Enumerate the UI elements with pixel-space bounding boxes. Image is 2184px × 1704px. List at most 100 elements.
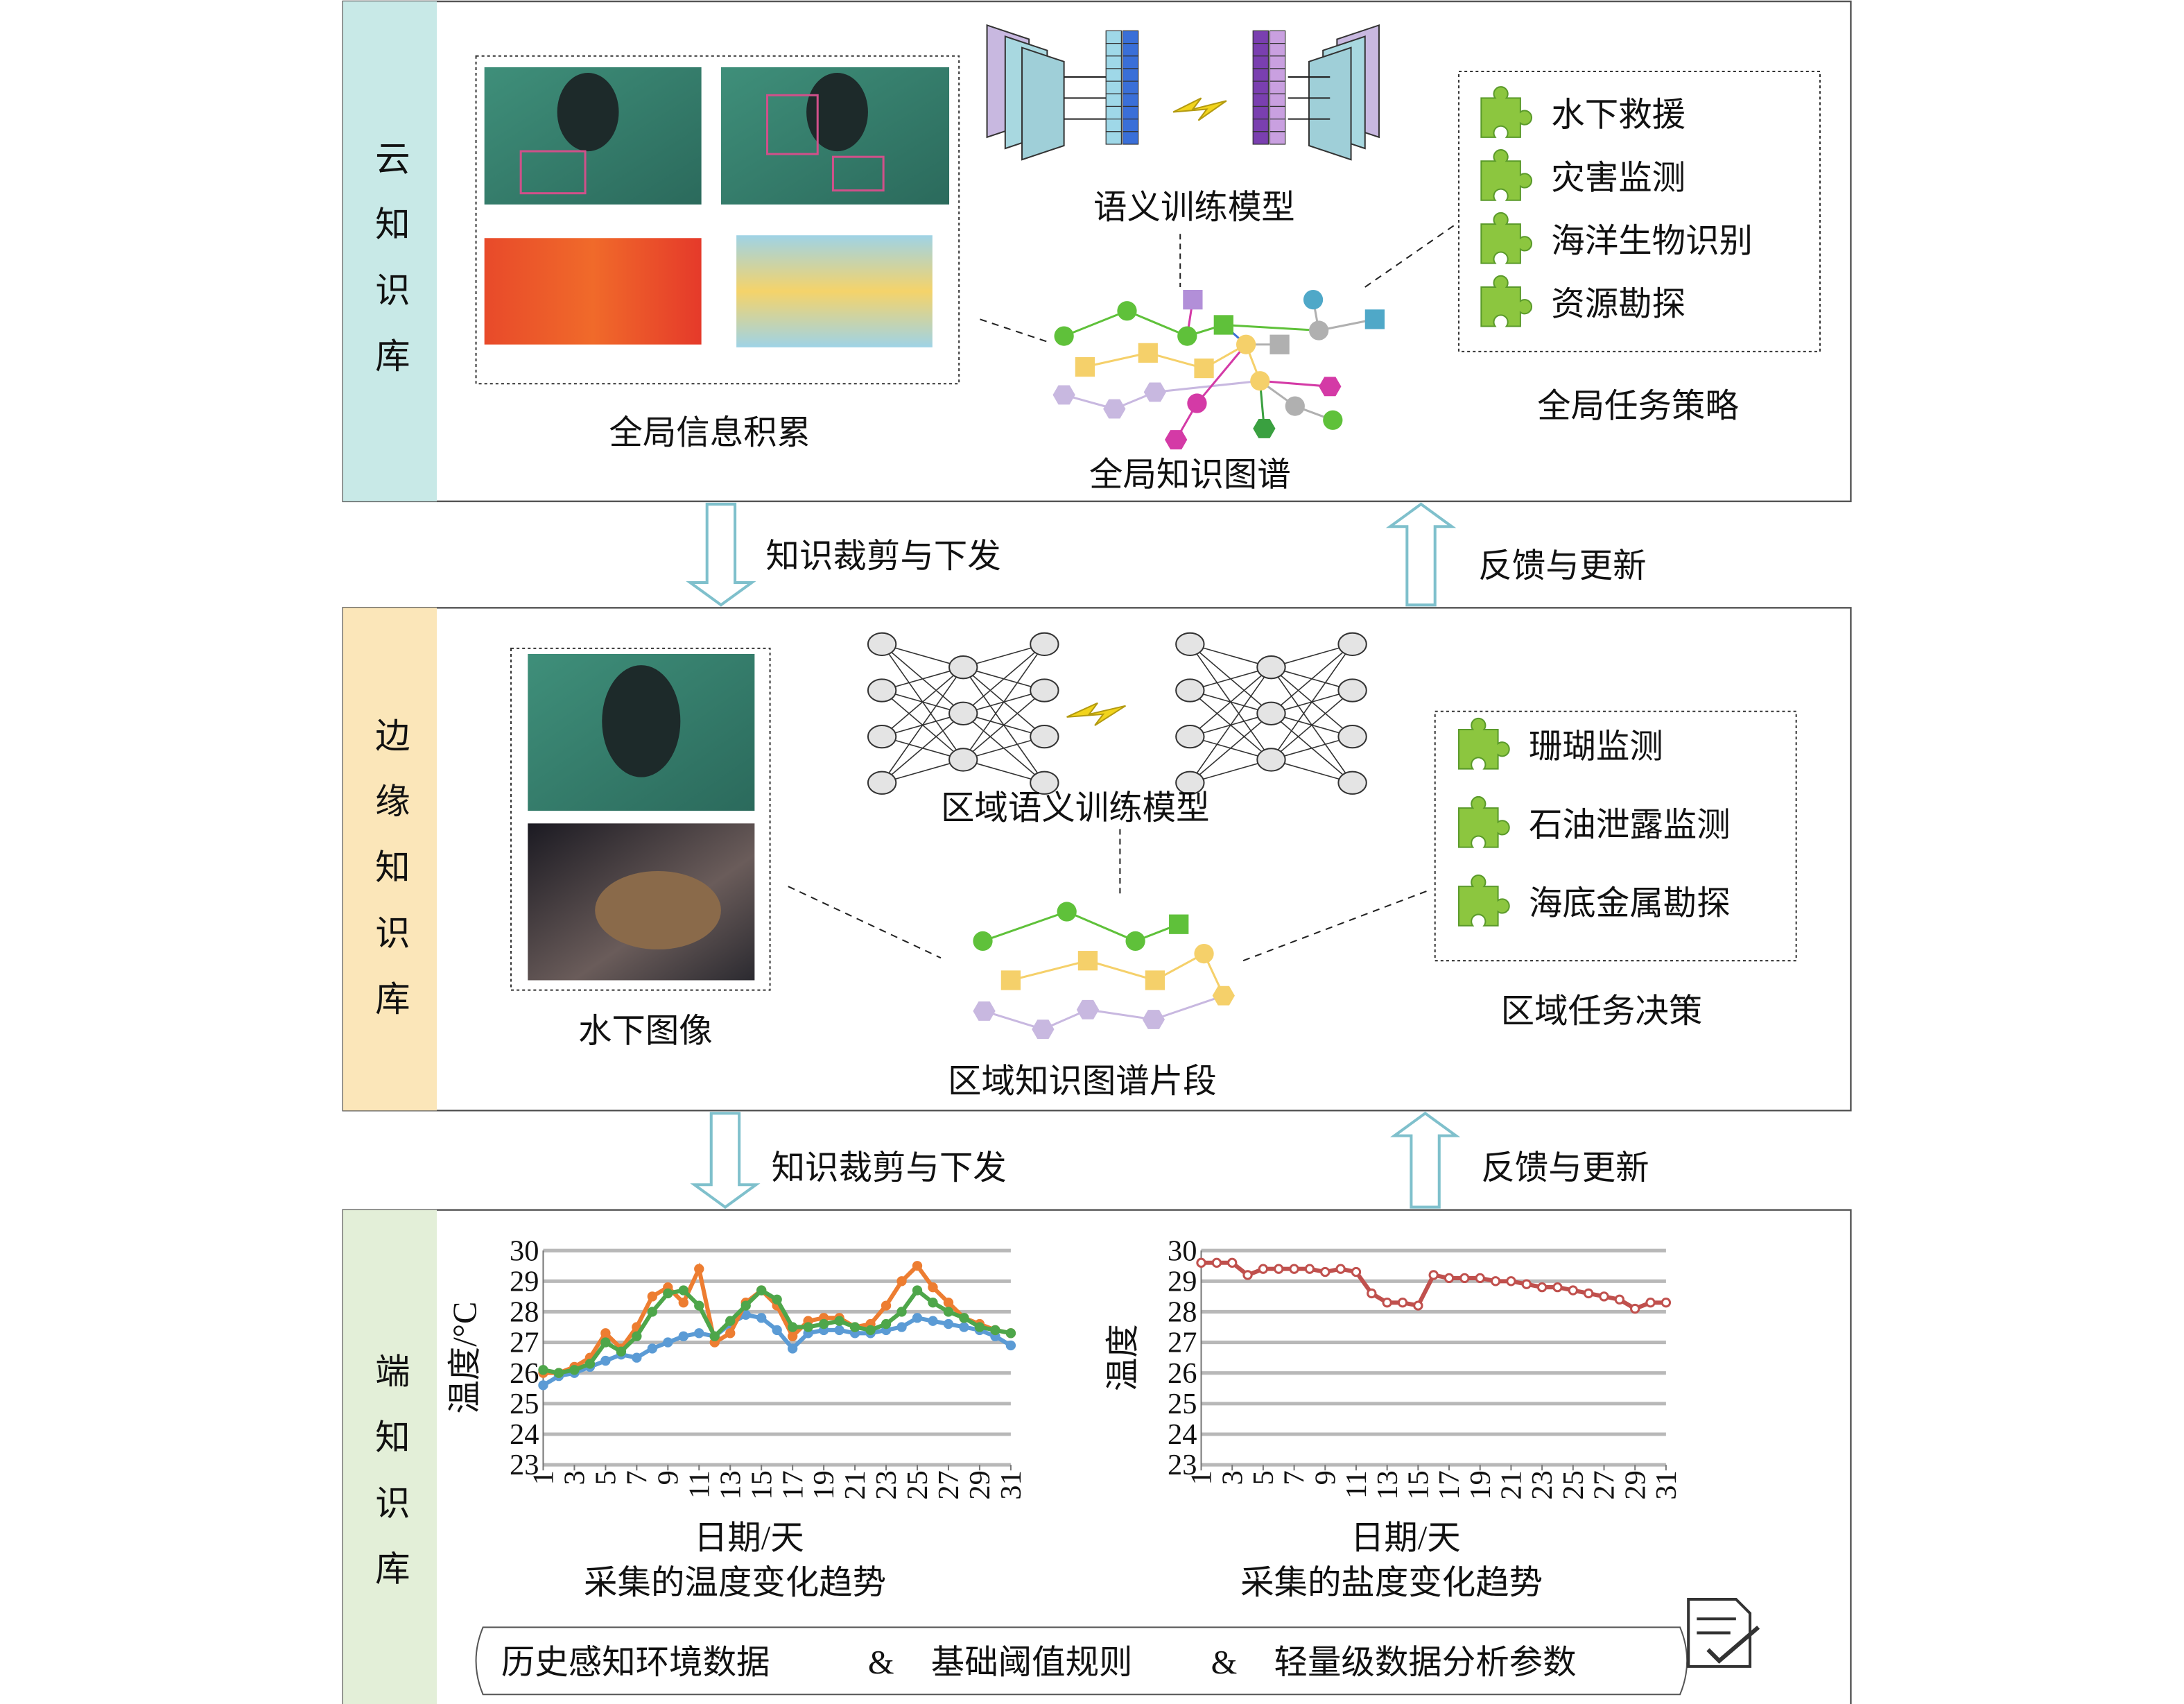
x-tick-label: 17 (1433, 1470, 1466, 1499)
data-point (1289, 1264, 1299, 1274)
cell (1252, 55, 1269, 69)
footer-text: & (1211, 1644, 1238, 1681)
image-frame (510, 647, 771, 991)
neuron (867, 724, 897, 749)
x-tick-label: 19 (808, 1470, 840, 1499)
y-tick-label: 28 (1168, 1296, 1197, 1329)
x-tick-label: 23 (1526, 1470, 1559, 1499)
data-point (1211, 1257, 1222, 1268)
data-point (912, 1313, 923, 1323)
data-point (694, 1264, 704, 1274)
graph-caption: 全局知识图谱 (1089, 456, 1291, 494)
data-point (1506, 1276, 1516, 1286)
data-point (959, 1313, 969, 1323)
graph-node (1117, 301, 1137, 321)
data-point (1645, 1298, 1656, 1308)
net-edge (962, 644, 1046, 760)
neuron (1337, 678, 1367, 703)
diver (557, 72, 619, 152)
data-point (663, 1337, 673, 1348)
knowledge-graph (1052, 289, 1385, 449)
cell (1122, 55, 1139, 69)
x-tick-label: 11 (1340, 1470, 1373, 1499)
layer (1021, 46, 1065, 161)
data-point (928, 1298, 938, 1308)
x-tick-label: 13 (714, 1470, 747, 1499)
doc-icon (1687, 1597, 1760, 1668)
y-tick-label: 23 (510, 1449, 539, 1481)
data-point (943, 1307, 954, 1317)
data-point (569, 1365, 580, 1375)
graph-node (1076, 999, 1100, 1019)
graph-edge (1223, 323, 1319, 332)
data-point (1320, 1266, 1331, 1277)
chart-title: 采集的盐度变化趋势 (1240, 1565, 1543, 1601)
graph-node (973, 1001, 996, 1021)
device-strip (343, 1210, 437, 1704)
diver (806, 72, 868, 152)
cell (1122, 119, 1139, 132)
cell (1269, 131, 1286, 145)
salinity-map (736, 235, 933, 347)
graph-node (1054, 326, 1074, 346)
data-point (600, 1355, 611, 1366)
graph-node (1165, 430, 1188, 449)
info-frame (475, 55, 960, 385)
data-point (896, 1322, 907, 1332)
net-edge (1189, 713, 1272, 784)
y-tick-label: 23 (1168, 1449, 1197, 1481)
edge-strip (343, 608, 437, 1111)
graph-edge (1260, 379, 1331, 388)
neuron (1175, 771, 1205, 795)
dashed-arrow (788, 886, 942, 959)
cell (1252, 131, 1269, 145)
data-point (663, 1288, 673, 1299)
puzzle-icon (1458, 875, 1510, 927)
data-point (787, 1343, 798, 1354)
data-point (772, 1325, 782, 1336)
data-point (616, 1346, 627, 1357)
graph-node (1169, 914, 1189, 934)
graph-node (1103, 399, 1126, 419)
cell (1122, 105, 1139, 120)
data-point (1242, 1270, 1253, 1280)
link-bolt (1172, 97, 1227, 121)
edge-label: 边缘知识库 (370, 717, 409, 1047)
x-axis-label: 日期/天 (694, 1520, 804, 1556)
graph-edge (1084, 352, 1149, 368)
data-point (1428, 1270, 1439, 1280)
data-point (553, 1368, 564, 1378)
y-tick-label: 25 (1168, 1388, 1197, 1420)
heat-map (484, 238, 702, 345)
task-text: 资源勘探 (1551, 286, 1685, 322)
data-point (1583, 1288, 1594, 1299)
neuron (1030, 771, 1059, 795)
neuron (1175, 632, 1205, 657)
data-point (1661, 1298, 1672, 1308)
graph-edge (1087, 959, 1156, 981)
dashed-arrow (1364, 223, 1457, 288)
data-point (787, 1331, 798, 1341)
graph-node (1057, 902, 1077, 922)
doc-check (1706, 1626, 1760, 1664)
net-edge (1189, 666, 1272, 737)
footer-scroll (475, 1626, 1688, 1696)
x-tick-label: 3 (559, 1470, 591, 1485)
data-point (1552, 1282, 1563, 1293)
x-tick-label: 1 (528, 1470, 560, 1485)
data-point (584, 1359, 596, 1369)
graph-node (1194, 943, 1214, 964)
y-tick-label: 30 (1168, 1234, 1197, 1267)
up-arrow (1389, 1111, 1461, 1209)
arrow-label: 知识裁剪与下发 (772, 1150, 1007, 1187)
data-point (538, 1365, 548, 1375)
graph-node (1000, 970, 1021, 990)
cell (1269, 105, 1286, 120)
data-point (1382, 1298, 1392, 1308)
cell (1105, 131, 1123, 145)
neuron (1337, 632, 1367, 657)
x-tick-label: 15 (1402, 1470, 1435, 1499)
data-point (1258, 1264, 1269, 1274)
x-tick-label: 3 (1216, 1470, 1249, 1485)
link-bolt (1066, 702, 1127, 726)
